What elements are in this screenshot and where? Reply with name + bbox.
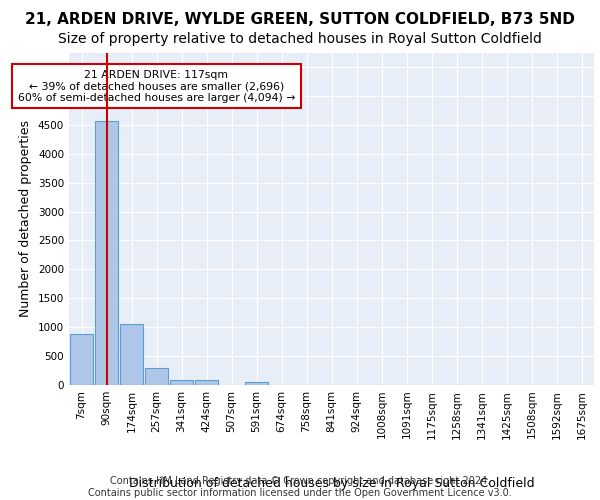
- Bar: [245, 382, 268, 385]
- Text: 21, ARDEN DRIVE, WYLDE GREEN, SUTTON COLDFIELD, B73 5ND: 21, ARDEN DRIVE, WYLDE GREEN, SUTTON COL…: [25, 12, 575, 28]
- Text: 21 ARDEN DRIVE: 117sqm
← 39% of detached houses are smaller (2,696)
60% of semi-: 21 ARDEN DRIVE: 117sqm ← 39% of detached…: [18, 70, 295, 103]
- Bar: [195, 380, 218, 385]
- Bar: [145, 368, 168, 385]
- X-axis label: Distribution of detached houses by size in Royal Sutton Coldfield: Distribution of detached houses by size …: [128, 478, 535, 490]
- Bar: [120, 324, 143, 385]
- Text: Size of property relative to detached houses in Royal Sutton Coldfield: Size of property relative to detached ho…: [58, 32, 542, 46]
- Bar: [70, 334, 93, 385]
- Text: Contains HM Land Registry data © Crown copyright and database right 2024.
Contai: Contains HM Land Registry data © Crown c…: [88, 476, 512, 498]
- Bar: [95, 122, 118, 385]
- Bar: [170, 380, 193, 385]
- Y-axis label: Number of detached properties: Number of detached properties: [19, 120, 32, 318]
